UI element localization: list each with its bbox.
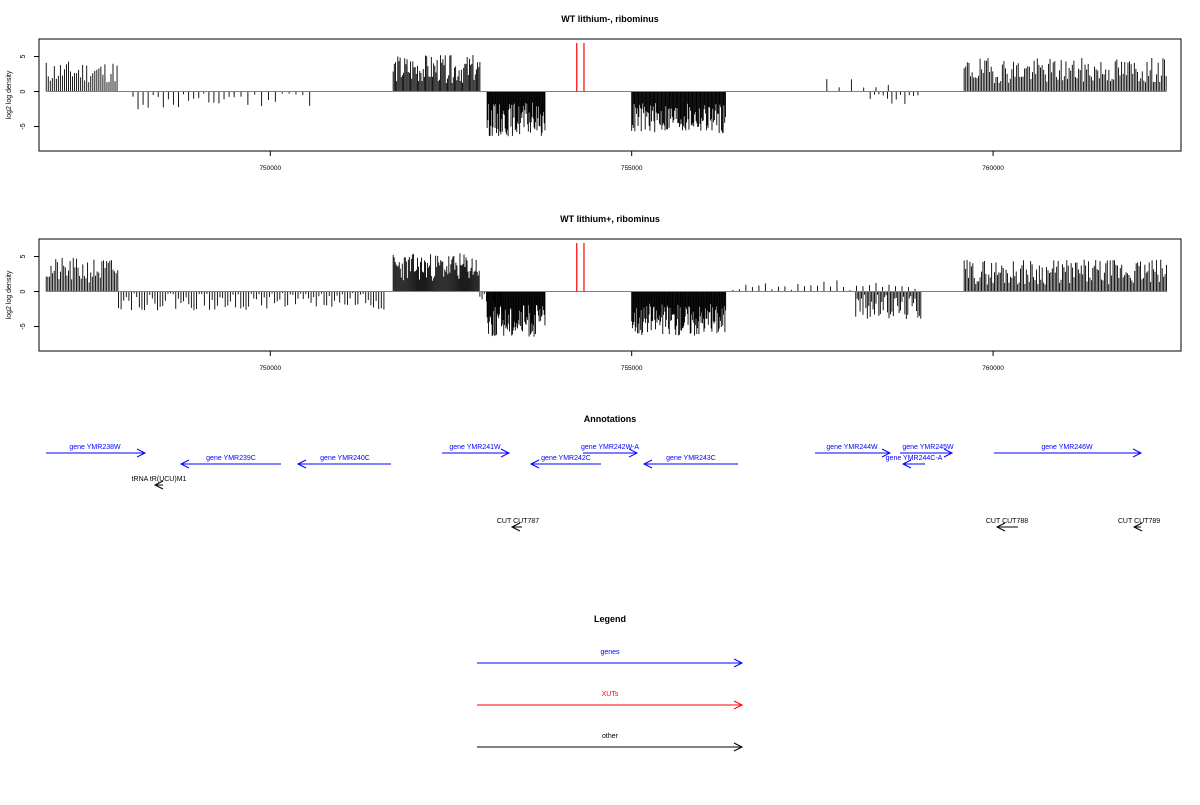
annotation-arrow: [510, 522, 522, 532]
annotation-arrow-head: [995, 522, 1006, 532]
legend-arrow-head: [733, 742, 744, 752]
annotation-label: tRNA tR(UCU)M1: [132, 476, 187, 483]
annotation-label: gene YMR242W-A: [581, 444, 639, 451]
x-axis: 750000 755000 760000: [259, 351, 1004, 372]
annotation-arrow-head: [642, 459, 653, 469]
x-tick-label: 750000: [259, 165, 281, 172]
legend-label: other: [602, 733, 619, 740]
annotation-arrow-head: [179, 459, 190, 469]
annotation-arrow-head: [529, 459, 540, 469]
annotation-arrow: [46, 448, 147, 458]
legend-title: Legend: [594, 614, 626, 624]
annotation-label: gene YMR241W: [449, 444, 501, 451]
legend-arrow-head: [733, 658, 744, 668]
panel-title: WT lithium-, ribominus: [561, 14, 659, 24]
x-tick-label: 760000: [982, 365, 1004, 372]
annotation-arrow: [901, 459, 925, 469]
x-tick-label: 750000: [259, 365, 281, 372]
annotation-label: gene YMR246W: [1041, 444, 1093, 451]
y-axis: 5 0 -5: [20, 54, 40, 130]
y-tick-label: 0: [20, 89, 27, 93]
annotation-label: gene YMR242C: [541, 455, 591, 462]
legend-arrow: [477, 700, 744, 710]
annotation-arrow: [442, 448, 511, 458]
legend-arrow: [477, 742, 744, 752]
annotation-arrow: [995, 522, 1018, 532]
annotation-arrow-head: [510, 522, 521, 532]
x-axis: 750000 755000 760000: [259, 151, 1004, 172]
plot-frame: [38, 238, 1182, 352]
annotation-arrow: [642, 459, 738, 469]
y-axis-label: log2 log density: [6, 270, 13, 319]
legend-items: genes XUTs other: [477, 649, 744, 752]
annotation-arrow-head: [153, 480, 164, 490]
annotation-label: CUT CUT787: [497, 518, 539, 525]
density-bars: [45, 253, 1167, 337]
y-axis-label: log2 log density: [6, 70, 13, 119]
legend-label: genes: [600, 649, 620, 656]
legend: Legend genes XUTs other: [477, 614, 744, 752]
annotation-arrow: [815, 448, 892, 458]
plot-frame: [38, 38, 1182, 152]
annotation-items: gene YMR238W gene YMR239C tRNA tR(UCU)M1 ge…: [46, 444, 1160, 532]
annotation-arrow-head: [136, 448, 147, 458]
annotation-arrow: [296, 459, 391, 469]
density-bars: [45, 55, 1167, 137]
annotation-arrow-head: [943, 448, 954, 458]
annotation-arrow-head: [628, 448, 639, 458]
annotation-arrow: [153, 480, 164, 490]
annotation-arrow: [583, 448, 639, 458]
annotation-arrow-head: [901, 459, 912, 469]
legend-label: XUTs: [602, 691, 619, 698]
annotation-label: gene YMR240C: [320, 455, 370, 462]
track-panel-lithium-minus: WT lithium-, ribominus log2 log density …: [6, 14, 1182, 172]
annotation-label: gene YMR243C: [666, 455, 716, 462]
x-tick-label: 760000: [982, 165, 1004, 172]
y-axis: 5 0 -5: [20, 254, 40, 330]
y-tick-label: 5: [20, 254, 27, 258]
annotation-arrow-head: [1132, 448, 1143, 458]
annotation-arrow: [994, 448, 1143, 458]
annotations-panel: Annotations gene YMR238W gene YMR239C tRNA…: [46, 414, 1160, 532]
annotation-arrow-head: [500, 448, 511, 458]
x-tick-label: 755000: [621, 365, 643, 372]
annotation-label: gene YMR244W: [826, 444, 878, 451]
annotation-label: gene YMR238W: [69, 444, 121, 451]
x-tick-label: 755000: [621, 165, 643, 172]
annotation-label: CUT CUT788: [986, 518, 1028, 525]
annotation-arrow-head: [881, 448, 892, 458]
annotation-label: gene YMR245W: [902, 444, 954, 451]
track-panel-lithium-plus: WT lithium+, ribominus log2 log density …: [6, 214, 1182, 372]
annotation-arrow: [1132, 522, 1143, 532]
annotation-label: gene YMR239C: [206, 455, 256, 462]
annotation-arrow: [900, 448, 954, 458]
annotations-title: Annotations: [584, 414, 637, 424]
legend-arrow: [477, 658, 744, 668]
annotation-label: gene YMR244C-A: [886, 455, 943, 462]
annotation-arrow: [529, 459, 601, 469]
panel-title: WT lithium+, ribominus: [560, 214, 660, 224]
annotation-label: CUT CUT789: [1118, 518, 1160, 525]
legend-arrow-head: [733, 700, 744, 710]
annotation-arrow: [179, 459, 281, 469]
annotation-arrow-head: [296, 459, 307, 469]
y-tick-label: 0: [20, 289, 27, 293]
xut-markers: [576, 43, 585, 92]
y-tick-label: -5: [20, 323, 27, 329]
y-tick-label: -5: [20, 123, 27, 129]
annotation-arrow-head: [1132, 522, 1143, 532]
y-tick-label: 5: [20, 54, 27, 58]
xut-markers: [576, 243, 585, 292]
